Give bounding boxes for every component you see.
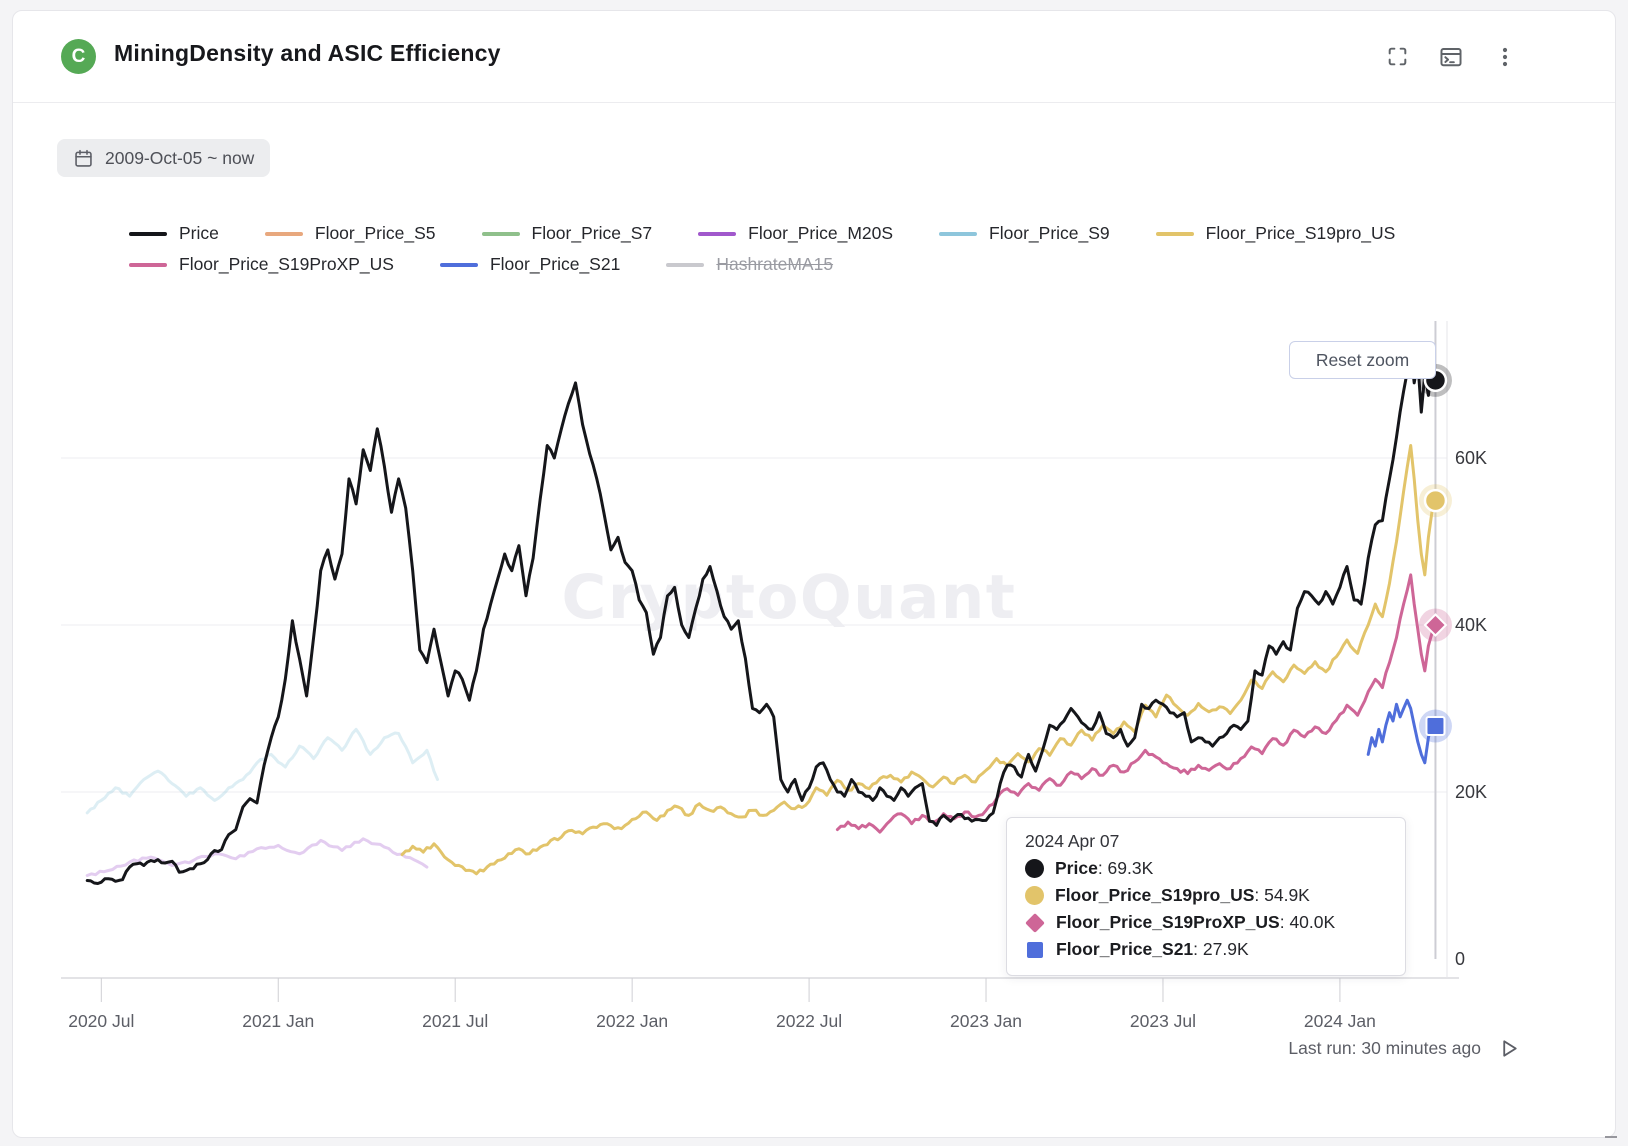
legend-swatch — [1155, 231, 1194, 236]
tooltip-marker-square — [1027, 941, 1043, 958]
avatar-letter: C — [71, 45, 86, 67]
legend-label: Floor_Price_S19ProXP_US — [179, 254, 394, 274]
tooltip-date: 2024 Apr 07 — [1025, 831, 1120, 851]
console-button[interactable] — [1437, 44, 1465, 72]
legend-row: Price Floor_Price_S5 Floor_Price_S7 Floor_P… — [129, 223, 1395, 244]
tooltip-marker-circle — [1025, 886, 1044, 905]
calendar-icon — [73, 148, 94, 169]
series-price — [85, 348, 1437, 885]
legend-label: Floor_Price_S21 — [489, 254, 621, 274]
x-tick-label: 2020 Jul — [68, 1011, 134, 1031]
legend-label: HashrateMA15 — [716, 254, 834, 274]
x-tick-label: 2022 Jul — [776, 1011, 842, 1031]
x-tick-label: 2021 Jan — [242, 1011, 314, 1031]
legend-item-floor_price_s7[interactable]: Floor_Price_S7 — [481, 223, 653, 244]
run-button[interactable] — [1498, 1037, 1521, 1060]
y-tick-label: 40K — [1455, 615, 1487, 635]
x-tick-label: 2021 Jul — [422, 1011, 488, 1031]
card-header: C MiningDensity and ASIC Efficiency — [13, 11, 1615, 103]
legend-item-floor_price_s5[interactable]: Floor_Price_S5 — [264, 223, 436, 244]
chart-card: C MiningDensity and ASIC Efficiency — [12, 10, 1617, 1139]
legend-item-floor_price_s19pro_us[interactable]: Floor_Price_S19pro_US — [1155, 223, 1396, 244]
legend-swatch — [129, 262, 167, 267]
y-tick-label: 0 — [1455, 949, 1465, 969]
date-range-picker[interactable]: 2009-Oct-05 ~ now — [57, 139, 271, 177]
end-marker-floor_price_s19proxp_us — [1423, 613, 1448, 637]
footer: Last run: 30 minutes ago — [1288, 1037, 1521, 1060]
series-floor_price_s19proxp_us — [835, 573, 1437, 834]
legend-swatch — [264, 231, 303, 236]
series-floor_price_m20s — [85, 837, 429, 877]
reset-zoom-button[interactable]: Reset zoom — [1289, 341, 1436, 379]
legend-row: Floor_Price_S19ProXP_US Floor_Price_S21 Ha… — [129, 254, 1395, 275]
chart-canvas[interactable]: CryptoQuant 2020 Jul 2021 Jan 2021 Jul 2022 … — [13, 11, 1617, 1139]
legend-item-price[interactable]: Price — [129, 223, 219, 244]
console-icon — [1438, 44, 1464, 73]
legend-swatch — [698, 231, 737, 236]
legend-item-floor_price_s9[interactable]: Floor_Price_S9 — [939, 223, 1110, 244]
legend-swatch — [439, 262, 478, 267]
watermark: CryptoQuant — [562, 562, 1017, 633]
x-tick-label: 2024 Jan — [1304, 1011, 1376, 1031]
tooltip-row: Floor_Price_S19ProXP_US: 40.0K — [1025, 912, 1387, 933]
resize-corner-icon — [1605, 1136, 1617, 1138]
page-title: MiningDensity and ASIC Efficiency — [114, 40, 501, 66]
end-marker-floor_price_s21 — [1425, 716, 1446, 737]
date-range-label: 2009-Oct-05 ~ now — [105, 147, 255, 168]
legend-swatch — [666, 262, 705, 267]
legend-swatch — [481, 231, 520, 236]
series-floor_price_s19pro_us — [400, 444, 1437, 876]
series-floor_price_s21 — [1366, 698, 1437, 765]
legend-label: Floor_Price_M20S — [748, 223, 894, 243]
legend-item-floor_price_m20s[interactable]: Floor_Price_M20S — [698, 223, 893, 244]
y-tick-label: 60K — [1455, 448, 1487, 468]
legend-item-hashratema15[interactable]: HashrateMA15 — [666, 254, 833, 275]
tooltip-row: Floor_Price_S19pro_US: 54.9K — [1025, 885, 1387, 906]
series-floor_price_s9 — [85, 727, 439, 815]
tooltip-rows: Price: 69.3K Floor_Price_S19pro_US: 54.9K… — [1025, 858, 1387, 960]
header-actions — [1383, 44, 1519, 72]
tooltip-row: Floor_Price_S21: 27.9K — [1025, 939, 1387, 960]
legend-label: Price — [179, 223, 219, 243]
tooltip-marker-diamond — [1025, 912, 1045, 933]
fullscreen-button[interactable] — [1383, 44, 1411, 72]
more-menu-icon — [1493, 45, 1517, 72]
legend-label: Floor_Price_S7 — [531, 223, 653, 243]
x-tick-label: 2023 Jan — [950, 1011, 1022, 1031]
end-marker-floor_price_s19pro_us — [1423, 488, 1448, 513]
last-run-label: Last run: 30 minutes ago — [1288, 1038, 1481, 1058]
legend-swatch — [129, 231, 167, 236]
legend-label: Floor_Price_S5 — [314, 223, 436, 243]
x-tick-label: 2022 Jan — [596, 1011, 668, 1031]
more-menu-button[interactable] — [1491, 44, 1519, 72]
legend-item-floor_price_s19proxp_us[interactable]: Floor_Price_S19ProXP_US — [129, 254, 394, 275]
legend-label: Floor_Price_S9 — [989, 223, 1110, 243]
play-icon — [1498, 1037, 1521, 1060]
x-tick-label: 2023 Jul — [1130, 1011, 1196, 1031]
tooltip-marker-circle — [1025, 859, 1044, 878]
tooltip-row: Price: 69.3K — [1025, 858, 1387, 879]
chart-tooltip: 2024 Apr 07 Price: 69.3K Floor_Price_S19p… — [1006, 817, 1406, 976]
legend-swatch — [939, 231, 978, 236]
legend-label: Floor_Price_S19pro_US — [1205, 223, 1396, 243]
fullscreen-icon — [1385, 44, 1410, 72]
y-tick-label: 20K — [1455, 782, 1487, 802]
legend: Price Floor_Price_S5 Floor_Price_S7 Floor_P… — [129, 223, 1395, 275]
legend-item-floor_price_s21[interactable]: Floor_Price_S21 — [439, 254, 621, 275]
avatar: C — [61, 39, 96, 74]
